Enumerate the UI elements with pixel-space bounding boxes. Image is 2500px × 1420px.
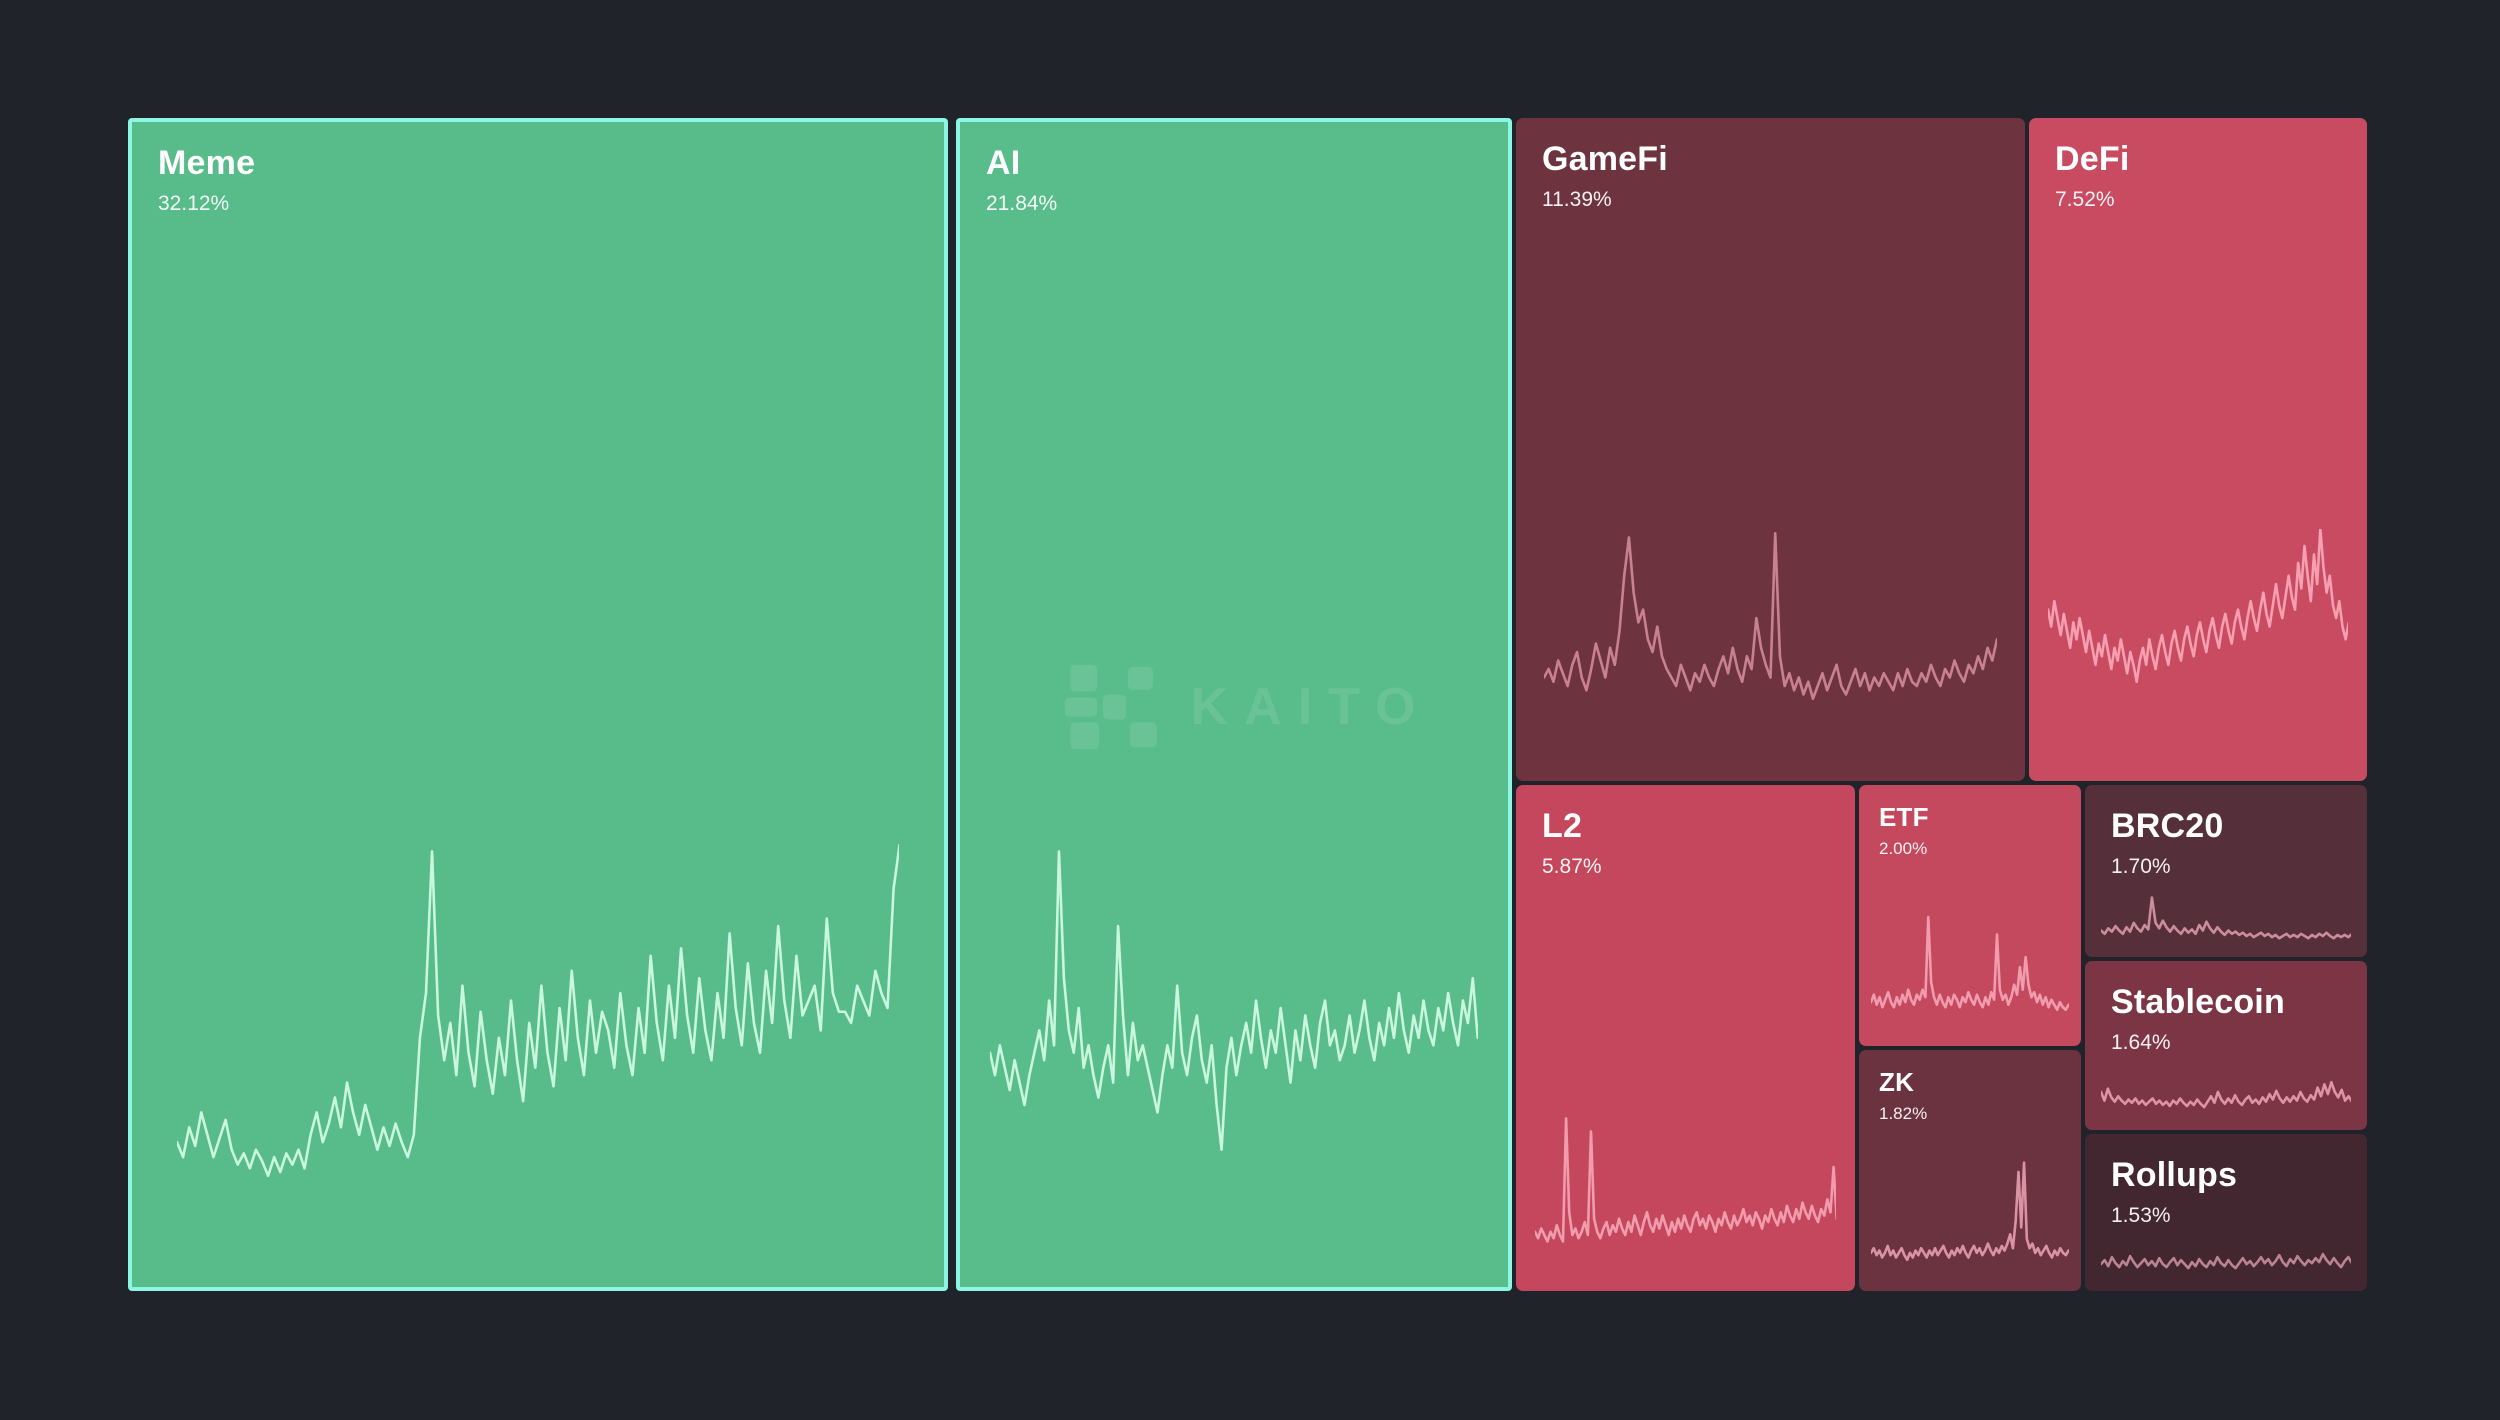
tile-sparkline — [1871, 1158, 2069, 1274]
tile-header: ZK 1.82% — [1859, 1050, 2081, 1124]
tile-value: 1.82% — [1879, 1103, 1928, 1123]
tile-label: ZK — [1879, 1067, 1915, 1097]
tile-brc20[interactable]: BRC20 1.70% — [2085, 785, 2367, 957]
tile-header: Rollups 1.53% — [2085, 1134, 2367, 1228]
tile-header: AI 21.84% — [960, 122, 1508, 216]
tile-etf[interactable]: ETF 2.00% — [1859, 785, 2081, 1046]
tile-value: 1.53% — [2111, 1204, 2171, 1228]
tile-label: GameFi — [1542, 140, 1668, 178]
tile-gamefi[interactable]: GameFi 11.39% — [1516, 118, 2025, 781]
tile-rollups[interactable]: Rollups 1.53% — [2085, 1134, 2367, 1291]
tile-value: 2.00% — [1879, 838, 1928, 858]
tile-header: Meme 32.12% — [132, 122, 944, 216]
tile-sparkline — [2101, 892, 2352, 947]
tile-value: 32.12% — [158, 192, 230, 216]
tile-label: Stablecoin — [2111, 983, 2285, 1021]
tile-sparkline — [1535, 1099, 1837, 1261]
tile-value: 21.84% — [986, 192, 1058, 216]
tile-value: 1.64% — [2111, 1031, 2171, 1055]
tile-sparkline — [177, 844, 900, 1217]
tile-sparkline — [1544, 529, 1997, 741]
tile-header: BRC20 1.70% — [2085, 785, 2367, 879]
tile-header: L2 5.87% — [1516, 785, 1855, 879]
tile-header: GameFi 11.39% — [1516, 118, 2025, 212]
tile-header: Stablecoin 1.64% — [2085, 961, 2367, 1055]
tile-value: 11.39% — [1542, 188, 1612, 212]
tile-label: Meme — [158, 144, 256, 182]
tile-value: 5.87% — [1542, 855, 1602, 879]
tile-stablecoin[interactable]: Stablecoin 1.64% — [2085, 961, 2367, 1130]
tile-sparkline — [2048, 529, 2349, 741]
tile-zk[interactable]: ZK 1.82% — [1859, 1050, 2081, 1291]
tile-label: DeFi — [2055, 140, 2130, 178]
tile-sparkline — [2101, 1231, 2352, 1281]
tile-header: DeFi 7.52% — [2029, 118, 2367, 212]
tile-label: AI — [986, 144, 1021, 182]
tile-ai[interactable]: AI 21.84% — [956, 118, 1512, 1291]
tile-label: Rollups — [2111, 1156, 2238, 1194]
tile-l2[interactable]: L2 5.87% — [1516, 785, 1855, 1291]
tile-defi[interactable]: DeFi 7.52% — [2029, 118, 2367, 781]
tile-meme[interactable]: Meme 32.12% — [128, 118, 948, 1291]
tile-sparkline — [1871, 902, 2069, 1027]
tile-header: ETF 2.00% — [1859, 785, 2081, 859]
tile-label: ETF — [1879, 802, 1929, 832]
tile-sparkline — [990, 844, 1478, 1217]
tile-sparkline — [2101, 1066, 2352, 1120]
tile-label: L2 — [1542, 807, 1583, 845]
tile-value: 7.52% — [2055, 188, 2115, 212]
tile-value: 1.70% — [2111, 855, 2171, 879]
tile-label: BRC20 — [2111, 807, 2224, 845]
